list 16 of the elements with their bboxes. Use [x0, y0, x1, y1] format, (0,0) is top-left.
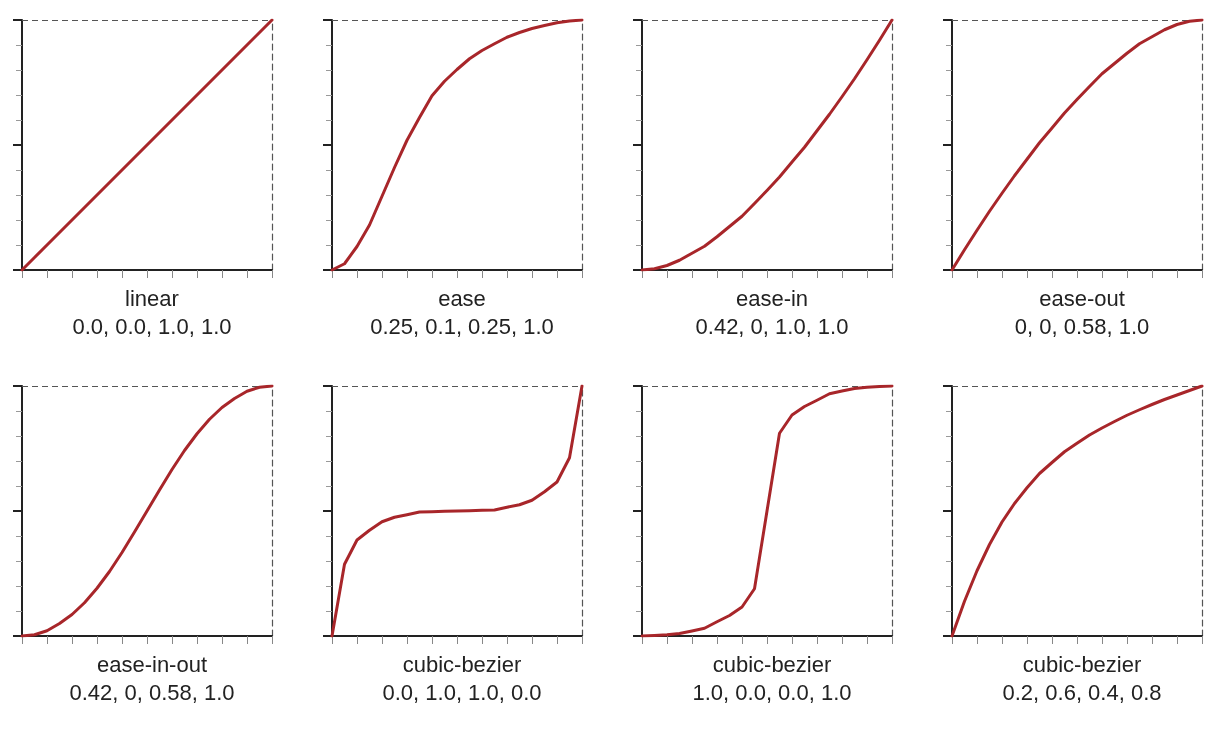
- text: 0.25, 0.1, 0.25, 1.0: [370, 313, 554, 339]
- text: ease: [438, 285, 486, 311]
- text: ease-in: [735, 285, 809, 311]
- text: linear: [125, 285, 179, 311]
- text: 0.42, 0, 1.0, 1.0: [695, 313, 849, 339]
- text: 0.42, 0, 0.58, 1.0: [69, 679, 235, 705]
- text: 0.0, 1.0, 1.0, 0.0: [382, 679, 542, 705]
- text: ease-out: [1039, 285, 1125, 311]
- text: 0.2, 0.6, 0.4, 0.8: [1002, 679, 1162, 705]
- text: ease-in-out: [96, 651, 208, 677]
- text: 0.0, 0.0, 1.0, 1.0: [72, 313, 232, 339]
- text: cubic-bezier: [1022, 651, 1142, 677]
- text: cubic-bezier: [712, 651, 832, 677]
- text: cubic-bezier: [402, 651, 522, 677]
- text: 1.0, 0.0, 0.0, 1.0: [692, 679, 852, 705]
- text: 0, 0, 0.58, 1.0: [1014, 313, 1150, 339]
